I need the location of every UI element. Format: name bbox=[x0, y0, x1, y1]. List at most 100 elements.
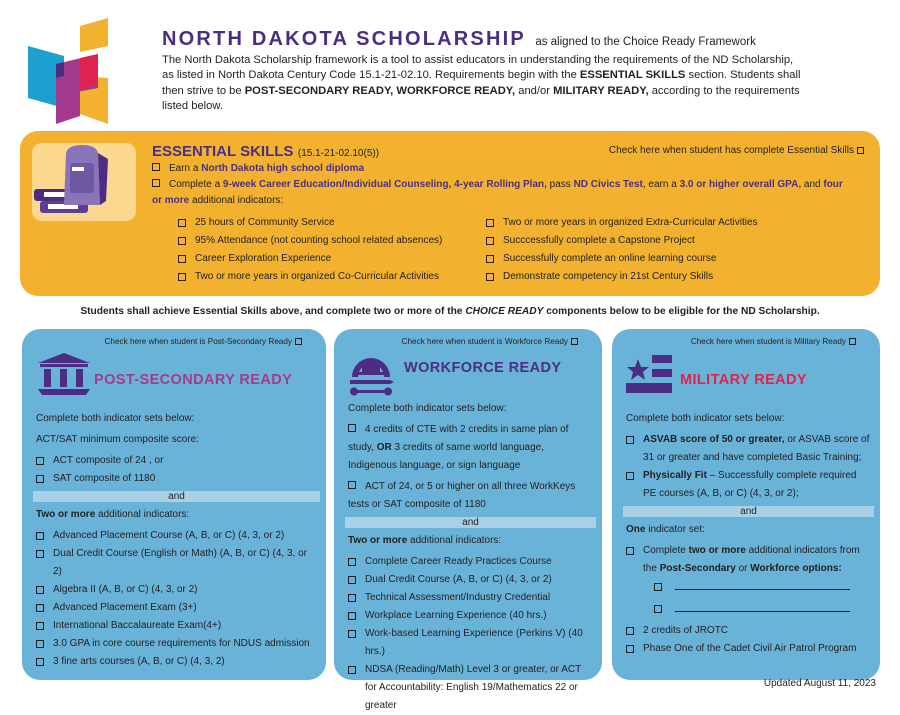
checkbox[interactable] bbox=[348, 612, 356, 620]
post-secondary-panel: Check here when student is Post-Secondar… bbox=[22, 329, 326, 680]
indicator-label: Advanced Placement Exam (3+) bbox=[53, 599, 197, 617]
text-segment: components below to be eligible for the … bbox=[543, 306, 820, 317]
intro-paragraph: The North Dakota Scholarship framework i… bbox=[162, 53, 802, 114]
text-segment: MILITARY READY, bbox=[553, 84, 649, 97]
text-segment: POST-SECONDARY READY, WORKFORCE READY, bbox=[244, 84, 516, 97]
checkbox[interactable] bbox=[36, 457, 44, 465]
checkbox[interactable] bbox=[626, 627, 634, 635]
indicator-item: Complete Career Ready Practices Course bbox=[348, 553, 592, 571]
checkbox[interactable] bbox=[654, 605, 662, 613]
checkbox[interactable] bbox=[152, 163, 160, 171]
indicator-item: NDSA (Reading/Math) Level 3 or greater, … bbox=[348, 661, 592, 715]
text-segment: CHOICE READY bbox=[465, 306, 544, 317]
text-segment: ESSENTIAL SKILLS bbox=[579, 69, 686, 82]
checkbox[interactable] bbox=[486, 273, 494, 281]
blank-indicator bbox=[626, 600, 870, 622]
checkbox[interactable] bbox=[626, 645, 634, 653]
indicator-item: Dual Credit Course (English or Math) (A,… bbox=[36, 545, 316, 581]
text-segment: ACT of 24, or 5 or higher on all three W… bbox=[348, 481, 576, 510]
indicator-label: ACT composite of 24 , or bbox=[53, 452, 163, 470]
checkbox[interactable] bbox=[36, 658, 44, 666]
indicator-item: 3.0 GPA in core course requirements for … bbox=[36, 635, 316, 653]
checkbox[interactable] bbox=[857, 147, 864, 154]
indicator-label: 3.0 GPA in core course requirements for … bbox=[53, 635, 310, 653]
indicator-label: Career Exploration Experience bbox=[195, 253, 332, 264]
checkbox[interactable] bbox=[36, 475, 44, 483]
military-ready-check[interactable]: Check here when student is Military Read… bbox=[691, 337, 856, 346]
indicator-item: ASVAB score of 50 or greater, or ASVAB s… bbox=[626, 431, 870, 467]
post-secondary-ready-check[interactable]: Check here when student is Post-Secondar… bbox=[104, 337, 302, 346]
workforce-ready-check[interactable]: Check here when student is Workforce Rea… bbox=[402, 337, 578, 346]
indicator-label: Succcessfully complete a Capstone Projec… bbox=[503, 235, 695, 246]
text-segment: Complete a bbox=[169, 179, 223, 190]
checkbox[interactable] bbox=[348, 558, 356, 566]
checkbox[interactable] bbox=[626, 472, 634, 480]
checkbox[interactable] bbox=[348, 481, 356, 489]
checkbox[interactable] bbox=[36, 586, 44, 594]
checkbox[interactable] bbox=[178, 219, 186, 227]
checkbox[interactable] bbox=[348, 424, 356, 432]
checkbox[interactable] bbox=[36, 640, 44, 648]
checkbox[interactable] bbox=[654, 583, 662, 591]
checkbox[interactable] bbox=[486, 237, 494, 245]
checkbox[interactable] bbox=[486, 255, 494, 263]
text-segment: The North Dakota Scholarship framework i… bbox=[162, 54, 794, 82]
text-segment: Advanced Placement Exam (3+) bbox=[53, 602, 197, 613]
indicator-item: 4 credits of CTE with 2 credits in same … bbox=[348, 421, 592, 475]
checkbox[interactable] bbox=[36, 604, 44, 612]
blank-line-input[interactable] bbox=[675, 600, 850, 612]
checkbox[interactable] bbox=[571, 338, 578, 345]
text-segment: OR bbox=[376, 442, 392, 453]
university-building-icon bbox=[38, 353, 90, 395]
essential-complete-check[interactable]: Check here when student has complete Ess… bbox=[609, 145, 864, 156]
essential-indicator: Career Exploration Experience bbox=[178, 252, 478, 270]
gear-tools-icon bbox=[350, 358, 394, 396]
indicator-item: ACT composite of 24 , or bbox=[36, 452, 316, 470]
indicator-label: Work-based Learning Experience (Perkins … bbox=[365, 625, 592, 661]
text-segment: Two or more bbox=[36, 509, 96, 520]
checkbox[interactable] bbox=[36, 550, 44, 558]
checkbox[interactable] bbox=[849, 338, 856, 345]
indicator-item: Physically Fit – Successfully complete r… bbox=[626, 467, 870, 503]
text-segment: Algebra II (A, B, or C) (4, 3, or 2) bbox=[53, 584, 198, 595]
text-segment: – Successfully complete required PE cour… bbox=[643, 470, 857, 499]
panel-body: Complete both indicator sets below: 4 cre… bbox=[345, 397, 596, 715]
text-segment: 2 credits of JROTC bbox=[643, 625, 729, 636]
text-segment: Physically Fit bbox=[643, 470, 707, 481]
indicator-item: Technical Assessment/Industry Credential bbox=[348, 589, 592, 607]
indicator-item: Work-based Learning Experience (Perkins … bbox=[348, 625, 592, 661]
checkbox[interactable] bbox=[36, 622, 44, 630]
text-segment: Post-Secondary bbox=[659, 563, 736, 574]
blank-line-input[interactable] bbox=[675, 578, 850, 590]
checkbox[interactable] bbox=[152, 179, 160, 187]
text-segment: according to the requirements listed bel… bbox=[162, 84, 800, 112]
checkbox[interactable] bbox=[178, 237, 186, 245]
title-text: NORTH DAKOTA SCHOLARSHIP bbox=[162, 28, 526, 50]
essential-requirement: Earn a North Dakota high school diploma bbox=[152, 161, 852, 177]
indicator-item: SAT composite of 1180 bbox=[36, 470, 316, 488]
text-segment: Advanced Placement Course (A, B, or C) (… bbox=[53, 530, 285, 541]
checkbox[interactable] bbox=[348, 666, 356, 674]
indicator-label: SAT composite of 1180 bbox=[53, 470, 155, 488]
indicator-label: Dual Credit Course (A, B, or C) (4, 3, o… bbox=[365, 571, 552, 589]
indicator-label: Two or more years in organized Co-Curric… bbox=[195, 271, 439, 282]
check-label: Check here when student is Post-Secondar… bbox=[104, 337, 292, 346]
checkbox[interactable] bbox=[348, 630, 356, 638]
text-segment: Earn a bbox=[169, 163, 202, 174]
checkbox[interactable] bbox=[348, 576, 356, 584]
text-segment: and bbox=[168, 491, 185, 502]
text-segment: NDSA (Reading/Math) Level 3 or greater, … bbox=[365, 664, 582, 711]
checkbox[interactable] bbox=[36, 532, 44, 540]
check-label: Check here when student is Workforce Rea… bbox=[401, 337, 568, 346]
checkbox[interactable] bbox=[626, 436, 634, 444]
checkbox[interactable] bbox=[178, 255, 186, 263]
checkbox[interactable] bbox=[295, 338, 302, 345]
indicator-item: 3 fine arts courses (A, B, or C) (4, 3, … bbox=[36, 653, 316, 671]
essential-indicator: Succcessfully complete a Capstone Projec… bbox=[486, 234, 806, 252]
checkbox[interactable] bbox=[178, 273, 186, 281]
text-segment: 3 fine arts courses (A, B, or C) (4, 3, … bbox=[53, 656, 225, 667]
checkbox[interactable] bbox=[348, 594, 356, 602]
text-segment: Complete both indicator sets below: bbox=[626, 413, 785, 424]
checkbox[interactable] bbox=[626, 547, 634, 555]
checkbox[interactable] bbox=[486, 219, 494, 227]
